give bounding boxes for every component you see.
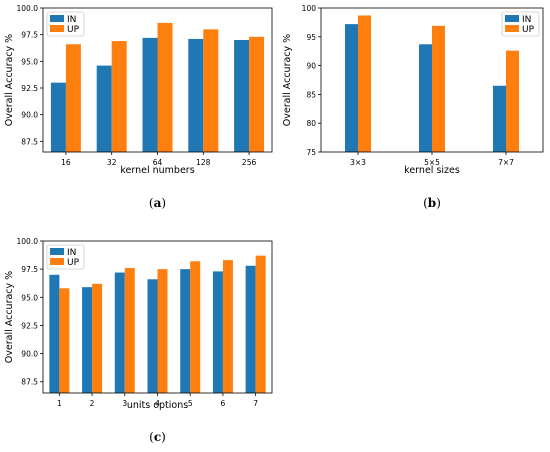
bar-b-IN-5×5	[419, 44, 432, 153]
y-tick-label: 87.5	[21, 378, 38, 387]
bar-a-IN-64	[142, 37, 158, 152]
y-tick-label: 90	[306, 62, 316, 71]
bar-c-UP-5	[190, 261, 201, 393]
bar-a-IN-128	[188, 38, 204, 152]
bar-b-UP-5×5	[432, 25, 445, 152]
legend-swatch-UP	[50, 25, 64, 32]
x-tick-label: 2	[90, 399, 95, 408]
legend-label-UP: UP	[522, 25, 535, 35]
bar-c-IN-5	[180, 269, 191, 393]
x-tick-label: 64	[153, 158, 163, 167]
x-tick-label: 5	[188, 399, 193, 408]
legend-label-UP: UP	[67, 258, 80, 268]
x-tick-label: 3	[122, 399, 127, 408]
bar-c-UP-4	[157, 269, 168, 393]
y-tick-label: 75	[306, 148, 316, 157]
bar-c-UP-6	[222, 260, 233, 393]
chart-c: 1 2 3 4 5 6 7 87.5 90.0 92.5 95.0 97.5 100.0 units op…	[4, 237, 273, 444]
bar-b-UP-3×3	[358, 15, 371, 152]
bar-a-IN-16	[50, 82, 66, 152]
x-axis-label: kernel numbers	[120, 165, 194, 176]
bar-a-UP-128	[203, 29, 219, 152]
bar-a-UP-32	[111, 41, 127, 152]
y-tick-label: 87.5	[21, 137, 38, 146]
y-tick-label: 80	[306, 119, 316, 128]
bar-c-IN-2	[82, 287, 93, 393]
y-tick-label: 100.0	[17, 4, 39, 13]
x-tick-label: 32	[107, 158, 117, 167]
bar-a-UP-16	[65, 44, 81, 153]
x-tick-label: 256	[242, 158, 257, 167]
y-tick-label: 90.0	[21, 350, 38, 359]
caption-b: (b)	[423, 196, 441, 210]
x-tick-label: 6	[221, 399, 226, 408]
x-tick-label: 5×5	[424, 158, 440, 167]
x-tick-label: 7	[253, 399, 258, 408]
y-tick-label: 90.0	[21, 111, 38, 120]
x-tick-label: 4	[155, 399, 160, 408]
x-tick-label: 16	[61, 158, 71, 167]
bar-a-UP-256	[249, 36, 265, 152]
plot-frame	[42, 7, 273, 153]
legend-label-IN: IN	[67, 15, 76, 25]
x-tick-label: 3×3	[350, 158, 366, 167]
legend-swatch-IN	[505, 15, 519, 22]
bar-c-IN-4	[147, 279, 158, 393]
legend-swatch-UP	[50, 258, 64, 265]
bar-a-UP-64	[157, 22, 173, 152]
x-tick-label: 1	[57, 399, 62, 408]
y-tick-label: 97.5	[21, 31, 38, 40]
x-axis-label: kernel sizes	[404, 165, 460, 176]
legend-label-UP: UP	[67, 25, 80, 35]
y-tick-label: 95.0	[21, 57, 38, 66]
y-tick-label: 92.5	[21, 321, 38, 330]
y-tick-label: 100.0	[17, 237, 39, 246]
bar-b-UP-7×7	[506, 50, 519, 152]
bar-c-UP-1	[59, 288, 70, 393]
bar-c-IN-3	[114, 272, 125, 393]
caption-c: (c)	[149, 430, 166, 444]
y-tick-label: 92.5	[21, 84, 38, 93]
chart-a: 16 32 64 128 256 87.5 90.0 92.5 95.0 97.5 100.0 ker…	[4, 4, 273, 210]
bar-c-UP-3	[124, 268, 135, 393]
bar-c-IN-1	[49, 274, 60, 393]
plot-frame	[42, 240, 273, 394]
bar-b-IN-7×7	[493, 85, 506, 152]
bar-c-UP-7	[255, 255, 266, 393]
y-tick-label: 85	[306, 90, 316, 99]
bar-c-UP-2	[92, 283, 103, 393]
y-axis-label: Overall Accuracy %	[4, 34, 15, 126]
chart-b: 3×3 5×5 7×7 75 80 85 90 95 100 kernel sizes Overal…	[282, 4, 544, 210]
y-axis-label: Overall Accuracy %	[4, 271, 15, 363]
bar-a-IN-256	[234, 40, 250, 152]
legend-swatch-UP	[505, 25, 519, 32]
y-tick-label: 100	[302, 4, 317, 13]
plot-frame	[320, 7, 544, 153]
y-tick-label: 95	[306, 33, 316, 42]
x-axis-label: units options	[127, 400, 188, 411]
bar-b-IN-3×3	[345, 24, 358, 153]
y-tick-label: 97.5	[21, 265, 38, 274]
legend-swatch-IN	[50, 15, 64, 22]
y-axis-label: Overall Accuracy %	[282, 34, 293, 126]
bar-c-IN-7	[245, 265, 256, 393]
legend-swatch-IN	[50, 248, 64, 255]
x-tick-label: 7×7	[498, 158, 514, 167]
legend-label-IN: IN	[522, 15, 531, 25]
bar-a-IN-32	[96, 65, 112, 152]
legend-label-IN: IN	[67, 248, 76, 258]
y-tick-label: 95.0	[21, 293, 38, 302]
caption-a: (a)	[149, 196, 166, 210]
x-tick-label: 128	[196, 158, 211, 167]
bar-c-IN-6	[212, 271, 223, 393]
